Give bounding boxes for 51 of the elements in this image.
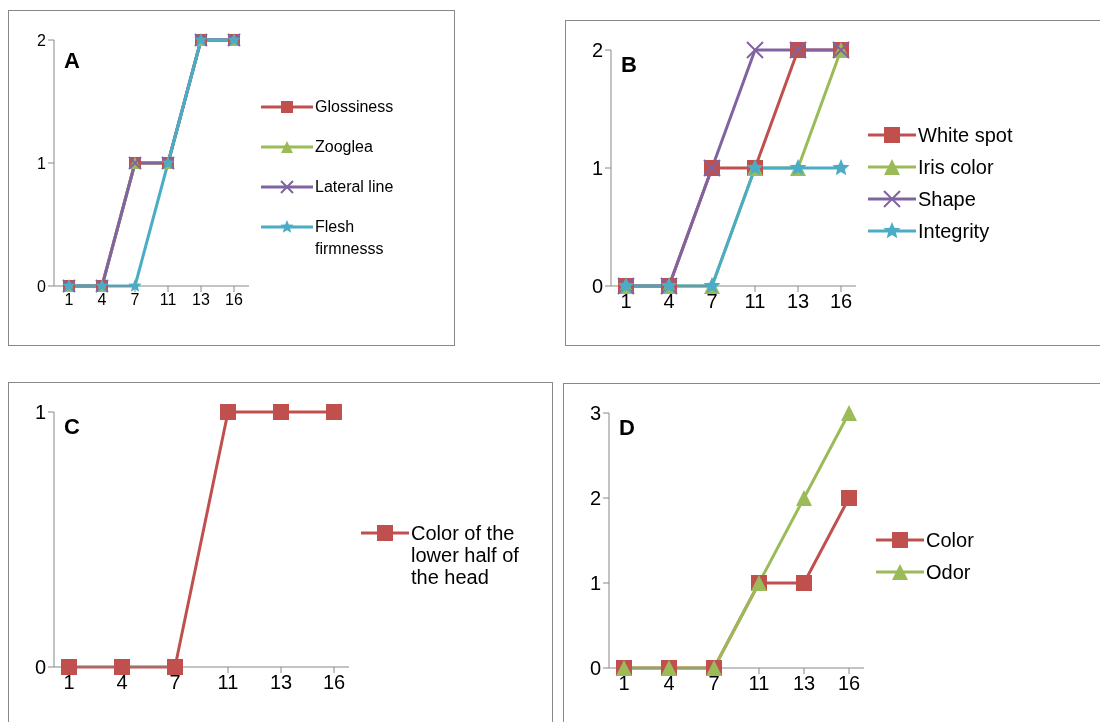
x-tick-label: 11 <box>217 671 239 694</box>
y-tick-label: 2 <box>591 39 603 62</box>
y-tick-label: 1 <box>37 154 47 172</box>
x-tick-label: 13 <box>269 671 293 694</box>
y-tick-label: 0 <box>591 275 603 298</box>
x-tick-label: 7 <box>708 672 720 695</box>
x-tick-label: 4 <box>663 672 675 695</box>
x-tick-label: 7 <box>130 291 140 309</box>
x-tick-label: 11 <box>748 672 770 695</box>
x-tick-label: 13 <box>792 672 816 695</box>
chart-title: D <box>619 415 635 441</box>
x-tick-label: 4 <box>116 671 128 694</box>
y-tick-label: 2 <box>589 487 601 510</box>
x-tick-label: 1 <box>618 672 630 695</box>
legend-label: Iris color <box>918 156 994 178</box>
y-tick-label: 0 <box>34 656 46 679</box>
y-tick-label: 1 <box>589 572 601 595</box>
chart-title: A <box>64 48 80 74</box>
x-tick-label: 13 <box>786 290 810 313</box>
y-tick-label: 1 <box>591 157 603 180</box>
x-tick-label: 7 <box>706 290 718 313</box>
x-tick-label: 11 <box>744 290 766 313</box>
x-tick-label: 16 <box>837 672 861 695</box>
x-tick-label: 7 <box>169 671 181 694</box>
x-tick-label: 11 <box>159 291 177 309</box>
x-tick-label: 4 <box>663 290 675 313</box>
legend-label: Lateral line <box>315 177 394 197</box>
x-tick-label: 16 <box>322 671 346 694</box>
legend-label: Color <box>926 528 974 551</box>
legend-label: Color of the lower half of the head <box>411 521 520 588</box>
legend-label: Flesh firmnesss <box>315 217 385 259</box>
chart-title: B <box>621 52 637 78</box>
legend-label: Glossiness <box>315 97 394 117</box>
x-tick-label: 1 <box>620 290 632 313</box>
y-tick-label: 1 <box>34 401 46 424</box>
legend-label: White spot <box>918 124 1013 146</box>
x-tick-label: 1 <box>63 671 75 694</box>
y-tick-label: 2 <box>37 31 47 49</box>
chart-title: C <box>64 414 80 440</box>
y-tick-label: 0 <box>37 277 47 295</box>
x-tick-label: 13 <box>192 291 210 309</box>
y-tick-label: 0 <box>589 657 601 680</box>
x-tick-label: 4 <box>97 291 107 309</box>
legend-label: Integrity <box>918 220 990 242</box>
legend-label: Shape <box>918 188 976 210</box>
legend-label: Zooglea <box>315 137 373 157</box>
legend-label: Odor <box>926 560 971 583</box>
y-tick-label: 3 <box>589 402 601 425</box>
x-tick-label: 16 <box>829 290 853 313</box>
x-tick-label: 1 <box>64 291 74 309</box>
x-tick-label: 16 <box>225 291 243 309</box>
